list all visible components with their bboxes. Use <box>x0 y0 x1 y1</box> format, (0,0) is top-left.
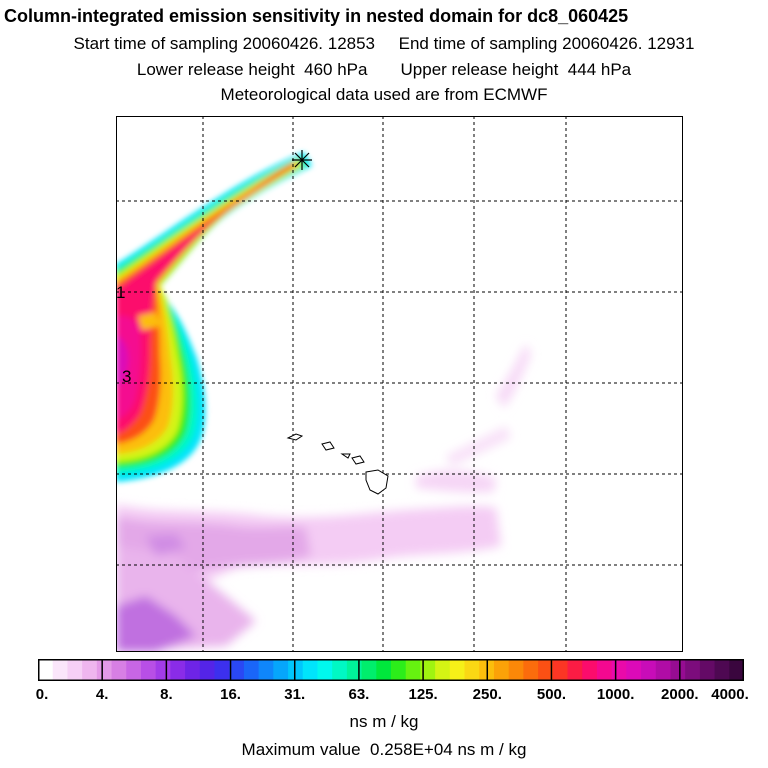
colorbar-swatch <box>140 659 157 681</box>
colorbar-swatch <box>67 659 83 681</box>
colorbar-swatch <box>185 659 201 681</box>
colorbar-tick-label: 0. <box>35 686 49 703</box>
colorbar-swatch <box>714 659 730 681</box>
colorbar-tick-label: 125. <box>408 686 438 703</box>
colorbar-tick-label: 31. <box>284 686 306 703</box>
met-data-note: Meteorological data used are from ECMWF <box>220 85 548 104</box>
colorbar-tick-label: 16. <box>220 686 241 703</box>
colorbar-swatch <box>508 659 524 681</box>
colorbar-swatch <box>273 659 289 681</box>
colorbar-swatch <box>729 659 744 681</box>
release-heights: Lower release height 460 hPa Upper relea… <box>0 60 768 80</box>
colorbar-swatch <box>641 659 657 681</box>
colorbar-swatch <box>258 659 274 681</box>
colorbar-swatch <box>685 659 701 681</box>
colorbar-swatch <box>596 659 613 681</box>
sampling-start: Start time of sampling 20060426. 12853 <box>73 34 376 53</box>
colorbar-units: ns m / kg <box>349 712 419 731</box>
colorbar-frame <box>38 659 744 681</box>
main-plume <box>116 152 312 482</box>
colorbar-swatch <box>170 659 186 681</box>
colorbar-swatch <box>288 659 304 681</box>
colorbar-tick-label: 4000. <box>711 686 749 703</box>
sampling-times: Start time of sampling 20060426. 12853 E… <box>0 34 768 54</box>
colorbar-swatch <box>655 659 672 681</box>
colorbar-swatch <box>699 659 716 681</box>
colorbar-tick-label: 8. <box>160 686 173 703</box>
colorbar-swatch <box>111 659 127 681</box>
colorbar-swatch <box>229 659 245 681</box>
colorbar-swatch <box>243 659 260 681</box>
colorbar-swatch <box>38 659 54 681</box>
colorbar-swatch <box>464 659 480 681</box>
colorbar-swatch <box>420 659 436 681</box>
colorbar-swatch <box>552 659 569 681</box>
release-point-marker <box>292 150 312 170</box>
map-grid <box>116 116 683 652</box>
colorbar-swatch <box>96 659 113 681</box>
colorbar-swatch <box>82 659 98 681</box>
map-frame <box>116 116 683 652</box>
colorbar-swatch <box>435 659 451 681</box>
colorbar-swatch <box>567 659 583 681</box>
release-upper: Upper release height 444 hPa <box>400 60 632 79</box>
colorbar-swatch <box>346 659 363 681</box>
colorbar-swatch <box>611 659 627 681</box>
max-value-note: Maximum value 0.258E+04 ns m / kg <box>241 740 527 759</box>
map-panel: 1 3 <box>116 116 683 652</box>
release-lower: Lower release height 460 hPa <box>136 60 368 79</box>
colorbar-swatch <box>332 659 348 681</box>
colorbar-tick-label: 4. <box>95 686 109 703</box>
colorbar-tick-label: 2000. <box>661 686 699 703</box>
colorbar-swatch <box>449 659 466 681</box>
colorbar-swatch <box>405 659 422 681</box>
colorbar-swatch <box>155 659 171 681</box>
colorbar-tick-label: 1000. <box>596 686 635 703</box>
sensitivity-map <box>116 116 683 652</box>
colorbar-swatch <box>538 659 554 681</box>
colorbar <box>38 659 744 681</box>
colorbar-swatch <box>52 659 69 681</box>
contour-label-1: 1 <box>116 283 126 302</box>
colorbar-swatch <box>302 659 319 681</box>
colorbar-swatch <box>361 659 377 681</box>
colorbar-swatch <box>626 659 642 681</box>
colorbar-swatch <box>523 659 539 681</box>
colorbar-swatch <box>493 659 510 681</box>
chart-title: Column-integrated emission sensitivity i… <box>4 6 629 26</box>
colorbar-swatch <box>199 659 216 681</box>
colorbar-tick-label: 250. <box>472 686 502 703</box>
colorbar-swatch <box>376 659 392 681</box>
colorbar-swatch <box>391 659 407 681</box>
contour-label-3: 3 <box>122 367 132 386</box>
colorbar-swatch <box>582 659 598 681</box>
colorbar-swatch <box>670 659 686 681</box>
colorbar-swatch <box>214 659 230 681</box>
southern-sensitivity-band <box>116 344 531 652</box>
colorbar-tick-label: 500. <box>536 686 567 703</box>
colorbar-tick-label: 63. <box>348 686 370 703</box>
sampling-end: End time of sampling 20060426. 12931 <box>398 34 695 53</box>
colorbar-swatch <box>317 659 333 681</box>
colorbar-swatch <box>126 659 142 681</box>
hawaii-islands <box>286 433 389 495</box>
colorbar-ticks: 0. 4. 8. 16. 31. 63. 125. 250. 500. 1000. 2000. 400… <box>0 686 768 708</box>
